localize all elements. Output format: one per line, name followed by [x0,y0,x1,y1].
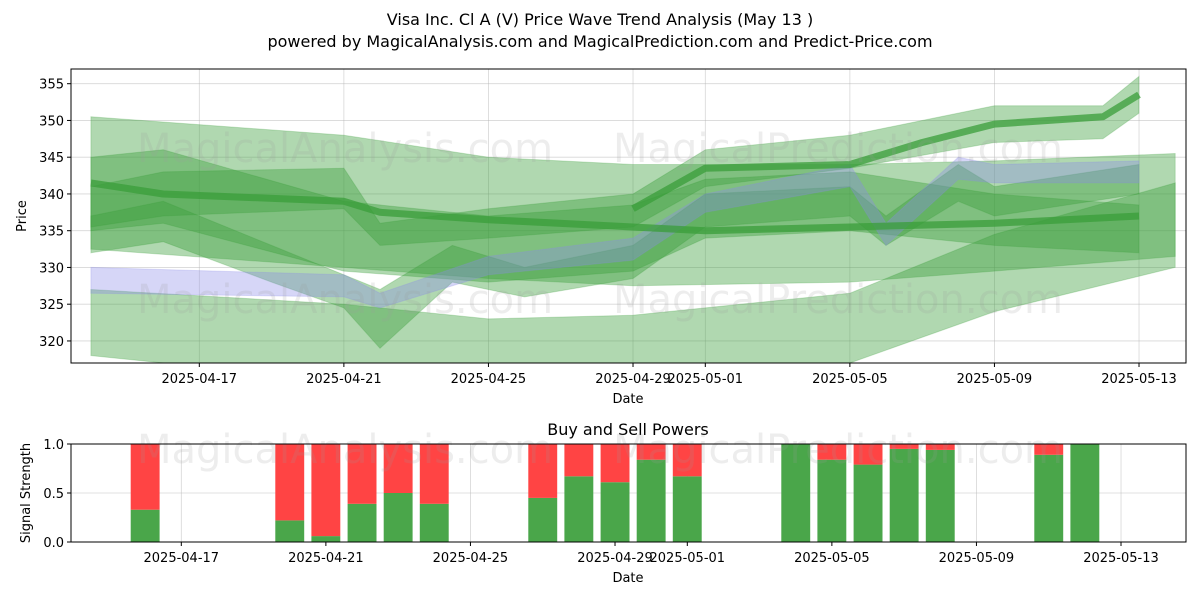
signal-y-tick-label: 0.5 [43,487,64,502]
buy-bar [925,449,955,542]
signal-x-tick-label: 2025-05-09 [939,551,1015,566]
signal-x-axis-label: Date [612,571,643,586]
signal-y-axis-label: Signal Strength [19,443,34,543]
price-x-tick-label: 2025-04-25 [451,372,527,387]
price-x-tick-label: 2025-05-05 [812,372,888,387]
buy-bar [781,444,811,542]
buy-bar [1070,444,1100,542]
sell-bar [636,444,666,460]
buy-bar [528,497,558,542]
price-y-tick-label: 330 [39,261,64,276]
signal-x-tick-label: 2025-04-21 [288,551,364,566]
price-y-tick-label: 350 [39,114,64,129]
price-x-axis: 2025-04-17 2025-04-21 2025-04-25 2025-04-29… [162,363,1177,387]
signal-y-tick-label: 1.0 [43,438,64,453]
signal-x-tick-label: 2025-05-05 [794,551,870,566]
price-x-tick-label: 2025-04-21 [306,372,382,387]
price-y-tick-label: 320 [39,335,64,350]
watermark-text: MagicalAnalysis.com [137,277,553,323]
watermark-text: MagicalPrediction.com [613,126,1063,172]
price-grid [71,69,1186,363]
buy-bar [600,482,630,542]
signal-y-tick-label: 0.0 [43,536,64,551]
sell-bar [275,444,305,521]
price-y-tick-label: 355 [39,78,64,93]
sell-bar [419,444,449,504]
price-waves [90,75,1176,363]
sell-bar [311,444,341,537]
sell-bar [383,444,413,493]
buy-bar [275,520,305,542]
watermark-text: MagicalPrediction.com [613,427,1063,473]
signal-bars [130,444,1100,542]
price-y-tick-label: 345 [39,151,64,166]
watermark-text: MagicalAnalysis.com [137,126,553,172]
price-y-axis-label: Price [15,200,30,232]
signal-x-axis: 2025-04-17 2025-04-21 2025-04-25 2025-04-29… [144,542,1159,566]
price-y-axis: 320 325 330 335 340 345 350 355 [39,78,71,350]
price-y-tick-label: 335 [39,225,64,240]
price-y-tick-label: 340 [39,188,64,203]
buy-bar [383,493,413,542]
buy-bar [311,536,341,542]
price-x-tick-label: 2025-05-13 [1101,372,1177,387]
wave-band [90,182,1176,363]
buy-bar [636,459,666,542]
price-x-tick-label: 2025-05-01 [668,372,744,387]
sell-bar [925,444,955,450]
sell-bar [347,444,377,504]
sell-bar [600,444,630,483]
buy-bar [419,503,449,542]
wave-band [90,149,1140,283]
signal-x-tick-label: 2025-05-13 [1083,551,1159,566]
signal-watermarks: MagicalAnalysis.com MagicalPrediction.com [137,427,1063,473]
wave-band [90,156,1140,309]
buy-bar [672,476,702,542]
buy-bar [347,503,377,542]
signal-x-tick-label: 2025-04-17 [144,551,220,566]
signal-y-axis: 0.0 0.5 1.0 [43,438,71,551]
chart-title-line2: powered by MagicalAnalysis.com and Magic… [267,32,932,51]
sell-bar [130,444,160,510]
sell-bar [1034,444,1064,455]
sell-bar [672,444,702,477]
sell-bar [564,444,594,477]
chart-title-line1: Visa Inc. Cl A (V) Price Wave Trend Anal… [387,10,813,29]
wave-band [90,163,1140,350]
price-watermarks: MagicalAnalysis.com MagicalPrediction.com… [137,126,1063,323]
price-x-tick-label: 2025-05-09 [957,372,1033,387]
buy-bar [564,476,594,542]
buy-bar [889,448,919,542]
watermark-text: MagicalPrediction.com [613,277,1063,323]
price-x-axis-label: Date [612,392,643,407]
signal-x-tick-label: 2025-04-25 [433,551,509,566]
price-y-tick-label: 325 [39,298,64,313]
sell-bar [817,444,847,460]
wave-band [90,116,1176,287]
wave-trend-line [90,179,1140,235]
price-x-tick-label: 2025-04-17 [162,372,238,387]
buy-bar [817,459,847,542]
sell-bar [528,444,558,498]
signal-x-tick-label: 2025-04-29 [577,551,653,566]
buy-bar [1034,454,1064,542]
price-axes-frame [70,68,1187,364]
buy-bar [130,509,160,542]
watermark-text: MagicalAnalysis.com [137,427,553,473]
sell-bar [853,444,883,465]
signal-chart-title: Buy and Sell Powers [547,420,709,439]
price-x-tick-label: 2025-04-29 [595,372,671,387]
sell-bar [889,444,919,449]
signal-x-tick-label: 2025-05-01 [650,551,726,566]
buy-bar [853,464,883,542]
wave-trend-line [631,91,1141,212]
